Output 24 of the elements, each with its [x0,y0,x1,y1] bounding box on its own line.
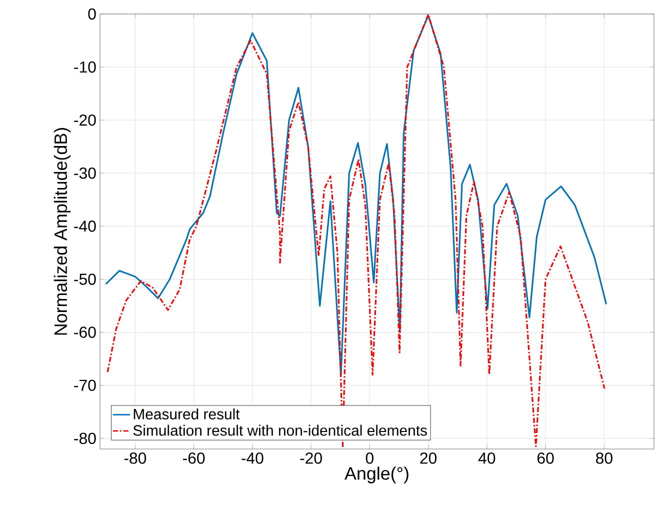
y-tick-label: -80 [74,432,96,444]
x-tick-label: 20 [420,452,437,464]
y-tick-label: -60 [74,326,96,338]
x-tick-label: -60 [182,452,205,464]
y-tick-label: -70 [74,380,96,391]
x-tick-label: 80 [596,452,612,464]
legend-label: Measured result [134,408,240,420]
y-tick-label: -20 [74,114,96,126]
x-tick-label: -20 [300,452,322,464]
x-tick-label: -80 [124,452,146,464]
x-tick-label: 60 [537,452,554,464]
y-tick-label: -10 [74,61,96,73]
x-tick-label: -40 [242,452,264,464]
legend-label: Simulation result with non-identical elements [133,424,427,436]
x-tick-label: 40 [478,452,496,464]
line-series [106,14,606,448]
y-tick-label: -50 [74,274,96,285]
x-axis-title: Angle(°) [344,466,408,484]
y-axis-title: Normalized Amplitude(dB) [54,128,71,335]
x-tick-label: 0 [366,452,374,464]
y-tick-label: -30 [74,168,96,179]
y-tick-label: 0 [88,8,96,20]
line-series [105,14,608,376]
y-tick-label: -40 [74,220,96,232]
